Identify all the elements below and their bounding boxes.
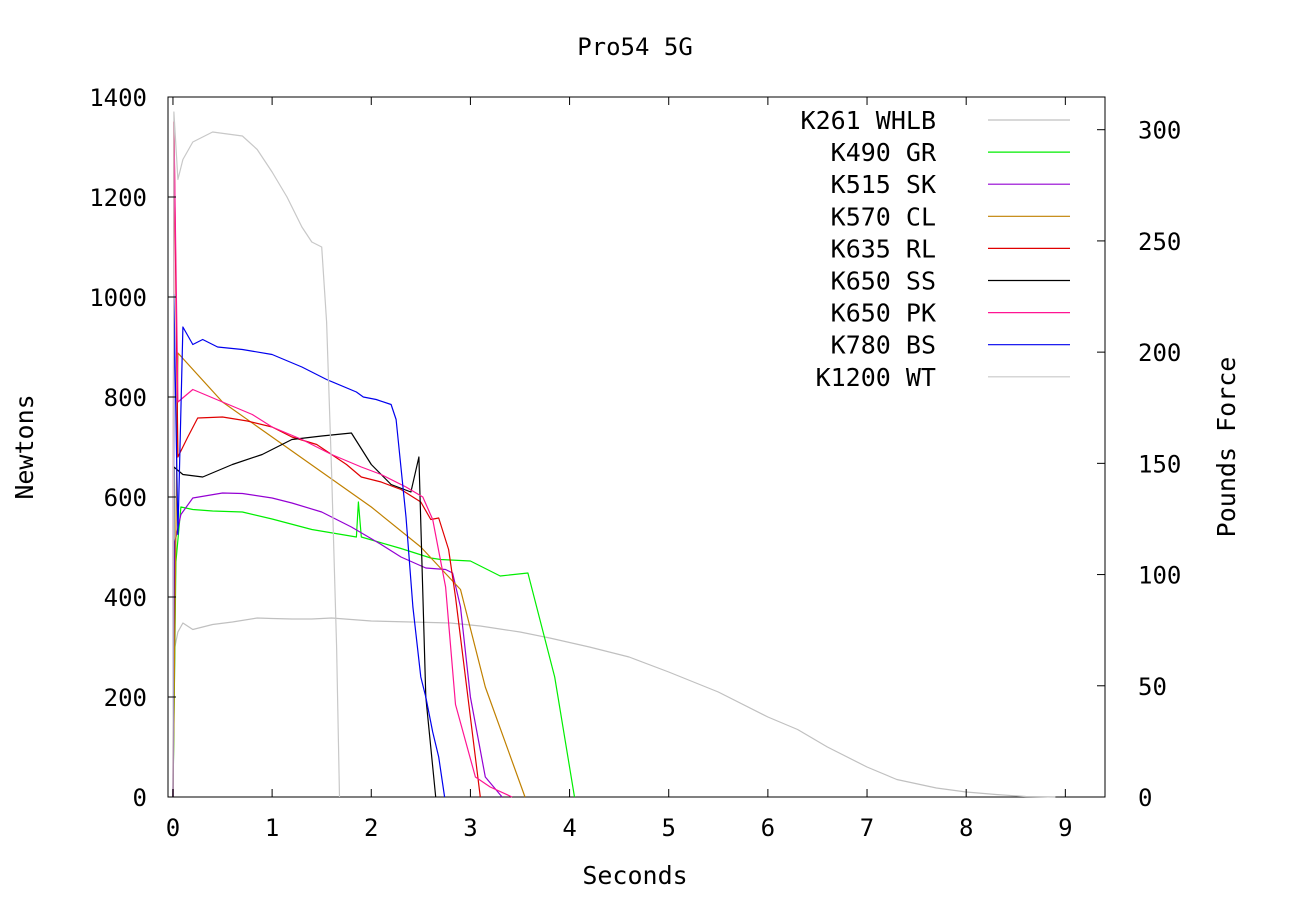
y2-tick-label: 300 [1138, 117, 1181, 145]
chart-title: Pro54 5G [577, 33, 693, 61]
legend-label-k650-pk: K650 PK [831, 299, 936, 328]
x-tick-label: 7 [860, 814, 874, 842]
series-line-k490-gr [172, 501, 576, 798]
x-tick-label: 1 [265, 814, 279, 842]
x-tick-label: 5 [661, 814, 675, 842]
series-line-k650-ss [172, 432, 437, 798]
y2-tick-label: 150 [1138, 450, 1181, 478]
plot-area [167, 96, 1106, 798]
y2-tick-label: 0 [1138, 784, 1152, 812]
y-tick-label: 600 [104, 484, 147, 512]
series-line-k780-bs [172, 293, 446, 798]
legend: K261 WHLB K490 GR K515 SK K570 CL K635 RL K65… [801, 106, 1070, 392]
legend-label-k635-rl: K635 RL [831, 234, 936, 263]
legend-label-k515-sk: K515 SK [831, 170, 936, 199]
series-line-k515-sk [172, 492, 503, 798]
x-tick-label: 2 [364, 814, 378, 842]
y-axis-left: 0 200 400 600 800 1000 1200 1400 [89, 84, 176, 812]
y-tick-label: 800 [104, 384, 147, 412]
y2-axis-title: Pounds Force [1212, 357, 1241, 538]
legend-label-k1200-wt: K1200 WT [816, 363, 936, 392]
y2-tick-label: 250 [1138, 228, 1181, 256]
plot-frame [167, 96, 1106, 798]
legend-label-k780-bs: K780 BS [831, 331, 936, 360]
series-layer [172, 111, 1056, 798]
y-axis-title: Newtons [10, 394, 39, 499]
x-axis: 0 1 2 3 4 5 6 7 8 9 [166, 97, 1073, 842]
series-line-k1200-wt [172, 111, 341, 798]
y-axis-right: 0 50 100 150 200 250 300 [1097, 117, 1181, 812]
y-tick-label: 0 [133, 784, 147, 812]
legend-label-k650-ss: K650 SS [831, 267, 936, 296]
x-tick-label: 6 [761, 814, 775, 842]
legend-label-k570-cl: K570 CL [831, 202, 936, 231]
y-tick-label: 1000 [89, 284, 147, 312]
x-tick-label: 0 [166, 814, 180, 842]
x-tick-label: 4 [562, 814, 576, 842]
y-tick-label: 200 [104, 684, 147, 712]
x-tick-label: 3 [463, 814, 477, 842]
x-tick-label: 9 [1058, 814, 1072, 842]
series-line-k261-whlb [172, 617, 1056, 798]
y2-tick-label: 200 [1138, 339, 1181, 367]
x-tick-label: 8 [959, 814, 973, 842]
series-line-k570-cl [172, 352, 526, 798]
x-axis-title: Seconds [582, 861, 687, 890]
y2-tick-label: 100 [1138, 562, 1181, 590]
legend-label-k261-whlb: K261 WHLB [801, 106, 936, 135]
y2-tick-label: 50 [1138, 673, 1167, 701]
y-tick-label: 1400 [89, 84, 147, 112]
legend-label-k490-gr: K490 GR [831, 138, 937, 167]
y-tick-label: 1200 [89, 184, 147, 212]
y-tick-label: 400 [104, 584, 147, 612]
series-line-k650-pk [172, 121, 513, 798]
